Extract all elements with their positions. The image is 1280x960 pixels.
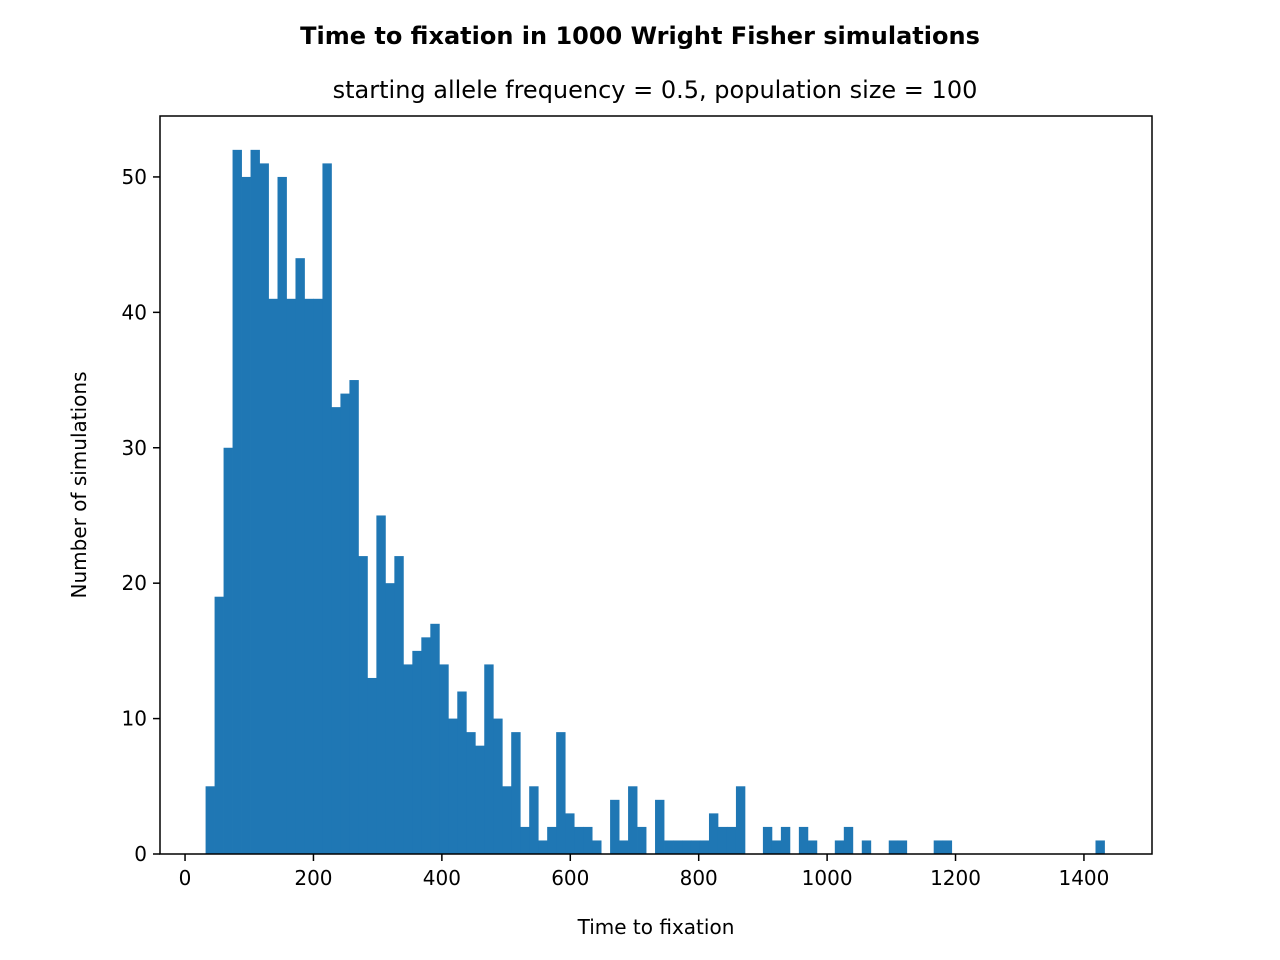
histogram-bar xyxy=(448,718,458,854)
x-tick-label: 1200 xyxy=(930,866,981,890)
bars-group xyxy=(205,149,1105,854)
y-tick-label: 10 xyxy=(122,707,147,731)
histogram-bar xyxy=(834,840,845,854)
histogram-bar xyxy=(628,786,638,854)
histogram-bar xyxy=(708,813,719,854)
histogram-bar xyxy=(583,826,593,854)
histogram-bar xyxy=(717,826,728,854)
histogram-bar xyxy=(232,149,242,854)
x-tick-label: 800 xyxy=(680,866,718,890)
histogram-bar xyxy=(592,840,602,854)
histogram-bar xyxy=(223,447,233,854)
histogram-bar xyxy=(735,786,746,854)
histogram-bar xyxy=(295,258,305,854)
histogram-bar xyxy=(933,840,944,854)
histogram-bar xyxy=(861,840,872,854)
plot-frame xyxy=(159,115,1153,855)
histogram-bar xyxy=(250,149,260,854)
histogram-bar xyxy=(394,556,404,854)
histogram-bar xyxy=(214,596,224,854)
histogram-bar xyxy=(331,407,341,854)
histogram-bar xyxy=(619,840,629,854)
y-tick-label: 30 xyxy=(122,436,147,460)
histogram-bar xyxy=(538,840,548,854)
histogram-bar xyxy=(1095,840,1105,854)
histogram-bar xyxy=(475,745,485,854)
x-axis-label: Time to fixation xyxy=(577,915,735,939)
histogram-bar xyxy=(771,840,782,854)
x-tick-label: 200 xyxy=(294,866,332,890)
histogram-bar xyxy=(502,786,512,854)
histogram-bar xyxy=(268,298,278,854)
histogram-bar xyxy=(843,826,854,854)
histogram-bar xyxy=(439,664,449,854)
y-tick-label: 50 xyxy=(122,165,147,189)
histogram-bar xyxy=(385,583,395,854)
histogram-bar xyxy=(322,163,332,854)
histogram-bar xyxy=(340,393,350,854)
histogram-bar xyxy=(484,664,494,854)
x-tick-label: 0 xyxy=(179,866,192,890)
chart-subtitle: starting allele frequency = 0.5, populat… xyxy=(333,76,978,104)
histogram-bar xyxy=(376,515,386,854)
histogram-bar xyxy=(565,813,575,854)
histogram-bar xyxy=(807,840,818,854)
histogram-bar xyxy=(547,826,557,854)
y-tick-label: 20 xyxy=(122,571,147,595)
histogram-bar xyxy=(511,732,521,854)
histogram-bar xyxy=(277,176,287,854)
histogram-bar xyxy=(637,826,647,854)
histogram-bar xyxy=(349,380,359,854)
histogram-bar xyxy=(430,623,440,854)
histogram-bar xyxy=(673,840,683,854)
histogram-bar xyxy=(699,840,710,854)
histogram-bar xyxy=(762,826,773,854)
histogram-bar xyxy=(726,826,737,854)
histogram-bar xyxy=(529,786,539,854)
x-tick-label: 1400 xyxy=(1058,866,1109,890)
histogram-bar xyxy=(304,298,314,854)
x-axis-ticks: 0 200 400 600 800 1000 1200 1400 xyxy=(179,854,1109,890)
histogram-bar xyxy=(421,637,431,854)
x-tick-label: 400 xyxy=(423,866,461,890)
histogram-bar xyxy=(403,664,413,854)
y-tick-label: 0 xyxy=(134,842,147,866)
x-tick-label: 1000 xyxy=(802,866,853,890)
histogram-bar xyxy=(520,826,530,854)
y-axis-ticks: 0 10 20 30 40 50 xyxy=(122,165,160,866)
histogram-bar xyxy=(241,176,251,854)
histogram-bar xyxy=(286,298,296,854)
histogram-bar xyxy=(780,826,791,854)
chart-title: Time to fixation in 1000 Wright Fisher s… xyxy=(300,22,980,50)
histogram-bar xyxy=(493,718,503,854)
histogram-bar xyxy=(610,799,620,854)
histogram-bar xyxy=(457,691,467,854)
histogram-bar xyxy=(313,298,323,854)
histogram-bar xyxy=(574,826,584,854)
histogram-bar xyxy=(259,163,269,854)
histogram-bar xyxy=(367,677,377,854)
x-tick-label: 600 xyxy=(551,866,589,890)
histogram-bar xyxy=(655,799,665,854)
histogram-bar xyxy=(412,650,422,854)
histogram-bar xyxy=(942,840,953,854)
histogram-bar xyxy=(466,732,476,854)
histogram-bar xyxy=(556,732,566,854)
histogram-bar xyxy=(888,840,899,854)
y-axis-label: Number of simulations xyxy=(67,371,91,598)
histogram-bar xyxy=(682,840,692,854)
histogram-bar xyxy=(690,840,701,854)
histogram-bar xyxy=(664,840,674,854)
histogram-bar xyxy=(798,826,809,854)
y-tick-label: 40 xyxy=(122,300,147,324)
histogram-bar xyxy=(897,840,908,854)
histogram-bar xyxy=(205,786,215,854)
histogram-bar xyxy=(358,556,368,854)
